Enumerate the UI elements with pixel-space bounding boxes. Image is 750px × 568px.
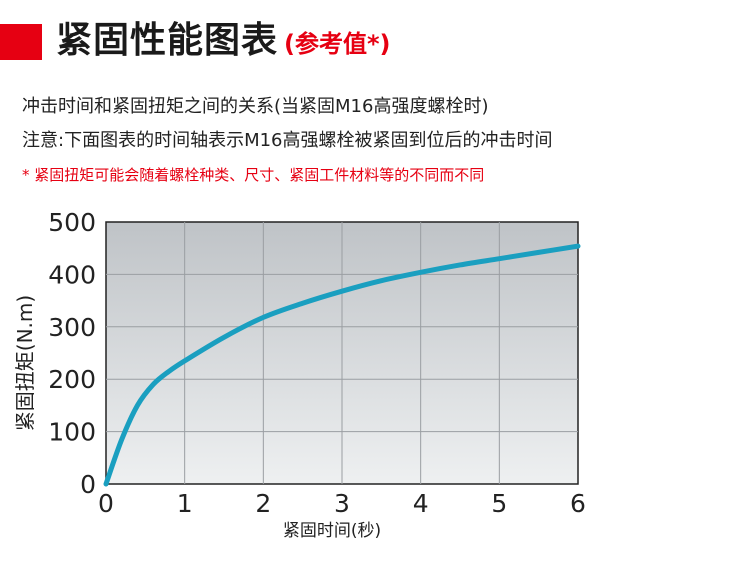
y-tick-label: 400 bbox=[48, 260, 96, 289]
x-tick-label: 6 bbox=[570, 489, 586, 518]
y-tick-label: 0 bbox=[80, 470, 96, 499]
series-line bbox=[103, 243, 581, 487]
header: 紧固性能图表 (参考值*) bbox=[0, 18, 750, 64]
description-line-1: 冲击时间和紧固扭矩之间的关系(当紧固M16高强度螺栓时) bbox=[22, 96, 489, 117]
y-tick-label: 200 bbox=[48, 365, 96, 394]
torque-chart: 0 1 2 3 4 5 6 0 100 200 300 400 500 紧固时间(秒) 紧固扭矩(N.… bbox=[13, 208, 586, 541]
x-tick-label: 3 bbox=[334, 489, 350, 518]
x-tick-label: 1 bbox=[177, 489, 193, 518]
x-tick-labels: 0 1 2 3 4 5 6 bbox=[98, 489, 586, 518]
x-tick-label: 5 bbox=[491, 489, 507, 518]
x-tick-label: 0 bbox=[98, 489, 114, 518]
x-tick-label: 2 bbox=[255, 489, 271, 518]
x-tick-label: 4 bbox=[413, 489, 429, 518]
y-tick-labels: 0 100 200 300 400 500 bbox=[48, 208, 96, 499]
y-tick-label: 100 bbox=[48, 418, 96, 447]
title-reference-note: (参考值*) bbox=[284, 30, 391, 58]
red-accent-bar bbox=[0, 24, 42, 60]
x-axis-label: 紧固时间(秒) bbox=[283, 521, 381, 541]
y-tick-label: 300 bbox=[48, 313, 96, 342]
description-line-2: 注意:下面图表的时间轴表示M16高强螺栓被紧固到位后的冲击时间 bbox=[22, 130, 553, 151]
y-tick-label: 500 bbox=[48, 208, 96, 237]
y-axis-label: 紧固扭矩(N.m) bbox=[13, 295, 37, 431]
grid-lines bbox=[106, 222, 578, 484]
footnote: * 紧固扭矩可能会随着螺栓种类、尺寸、紧固工件材料等的不同而不同 bbox=[22, 166, 485, 184]
page-title: 紧固性能图表 (参考值*) bbox=[56, 20, 391, 61]
